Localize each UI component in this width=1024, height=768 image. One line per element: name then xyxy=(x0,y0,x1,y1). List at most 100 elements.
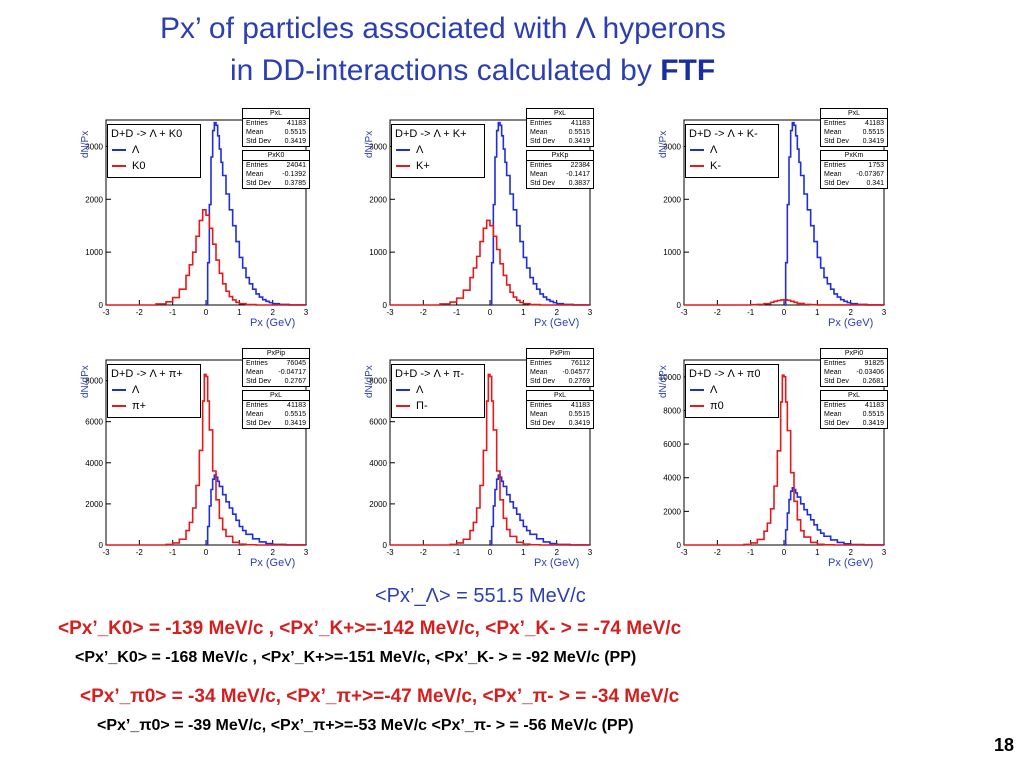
stats-value: 41183 xyxy=(287,120,306,127)
y-tick-label: 0 xyxy=(383,301,388,310)
stats-box-PxPim: PxPim Entries 76112 Mean -0.04577 Std Dev 0.27… xyxy=(526,348,594,387)
stats-value: -0.04577 xyxy=(562,369,590,376)
histogram-panel-PxL_Km: 0 1000 2000 3000 -3 -2 -1 0 1 2 3 dN/Px Px (GeV) D+D … xyxy=(656,108,892,330)
y-tick-label: 0 xyxy=(677,301,682,310)
stats-box-PxPip: PxPip Entries 76045 Mean -0.04717 Std Dev 0.27… xyxy=(242,348,310,387)
stats-value: -0.1417 xyxy=(566,171,590,178)
legend-label: K0 xyxy=(132,160,146,172)
stats-box-PxK0: PxK0 Entries 24041 Mean -0.1392 Std Dev 0.3785 xyxy=(242,150,310,189)
histogram-panel-PxL_K0: 0 1000 2000 3000 -3 -2 -1 0 1 2 3 dN/Px Px (GeV) D+D … xyxy=(78,108,314,330)
y-tick-label: 10000 xyxy=(659,373,682,382)
legend-swatch xyxy=(396,149,410,152)
stats-row: Mean 0.5515 xyxy=(821,128,887,137)
slide-title: Px’ of particles associated with Λ hyper… xyxy=(0,0,1024,95)
stats-name: PxPim xyxy=(527,349,593,359)
legend-label: π+ xyxy=(132,400,147,412)
kaon-means-pp: <Px’_K0> = -168 MeV/c , <Px’_K+>=-151 Me… xyxy=(75,649,637,666)
stats-key: Std Dev xyxy=(530,180,555,187)
stats-box-PxL: PxL Entries 41183 Mean 0.5515 Std Dev 0.3419 xyxy=(526,390,594,429)
legend: D+D -> Λ + π- Λ Π- xyxy=(391,364,485,418)
y-tick-label: 0 xyxy=(99,541,104,550)
stats-row: Std Dev 0.3419 xyxy=(821,419,887,428)
title-line-2-text: in DD-interactions calculated by xyxy=(230,54,661,87)
stats-row: Entries 41183 xyxy=(821,401,887,410)
y-tick-label: 8000 xyxy=(369,377,387,386)
y-tick-label: 8000 xyxy=(85,377,103,386)
y-axis-label: dN/Px xyxy=(80,130,91,158)
legend-swatch xyxy=(396,165,410,168)
x-tick-label: 1 xyxy=(237,308,242,317)
stats-value: 0.5515 xyxy=(568,129,590,136)
stats-row: Entries 1753 xyxy=(821,161,887,170)
x-tick-label: 2 xyxy=(848,548,853,557)
legend-swatch xyxy=(112,389,126,392)
legend-entry: K- xyxy=(690,160,721,172)
x-tick-label: 1 xyxy=(815,308,820,317)
series-line-lambda xyxy=(206,474,307,546)
stats-key: Mean xyxy=(824,411,842,418)
page-number: 18 xyxy=(993,735,1014,755)
stats-row: Std Dev 0.3785 xyxy=(243,179,309,188)
legend-title: D+D -> Λ + π+ xyxy=(111,368,183,380)
x-tick-label: 0 xyxy=(782,308,787,317)
stats-key: Std Dev xyxy=(246,378,271,385)
title-line-2: in DD-interactions calculated by FTF xyxy=(230,54,715,88)
x-tick-label: -1 xyxy=(169,308,177,317)
legend-entry: Π- xyxy=(396,400,428,412)
stats-key: Mean xyxy=(530,411,548,418)
stats-key: Entries xyxy=(246,162,268,169)
stats-key: Mean xyxy=(246,129,264,136)
legend-label: Λ xyxy=(710,144,718,156)
stats-value: 0.3419 xyxy=(284,420,306,427)
stats-value: 0.2681 xyxy=(862,378,884,385)
stats-value: -0.03406 xyxy=(856,369,884,376)
y-tick-label: 3000 xyxy=(369,142,387,151)
stats-key: Mean xyxy=(824,129,842,136)
stats-key: Std Dev xyxy=(824,138,849,145)
stats-box-PxL: PxL Entries 41183 Mean 0.5515 Std Dev 0.3419 xyxy=(820,108,888,147)
series-line-lambda xyxy=(490,474,591,546)
x-axis-label: Px (GeV) xyxy=(828,557,874,569)
stats-row: Mean -0.03406 xyxy=(821,368,887,377)
x-tick-label: -3 xyxy=(680,308,688,317)
stats-key: Entries xyxy=(530,402,552,409)
stats-key: Entries xyxy=(530,120,552,127)
series-line-partner xyxy=(106,209,306,306)
legend-entry: Λ xyxy=(396,144,423,156)
y-tick-label: 8000 xyxy=(663,406,681,415)
legend-entry: K0 xyxy=(112,160,145,172)
stats-value: 0.3419 xyxy=(862,420,884,427)
stats-value: 41183 xyxy=(865,120,884,127)
y-tick-label: 1000 xyxy=(85,248,103,257)
x-axis-label: Px (GeV) xyxy=(828,317,874,329)
y-tick-label: 2000 xyxy=(369,195,387,204)
stats-box-PxL: PxL Entries 41183 Mean 0.5515 Std Dev 0.3419 xyxy=(242,108,310,147)
legend-swatch xyxy=(690,389,704,392)
stats-box-PxL: PxL Entries 41183 Mean 0.5515 Std Dev 0.3419 xyxy=(242,390,310,429)
stats-value: 0.341 xyxy=(866,180,884,187)
stats-row: Std Dev 0.3837 xyxy=(527,179,593,188)
stats-value: 24041 xyxy=(286,162,306,169)
stats-row: Std Dev 0.341 xyxy=(821,179,887,188)
legend-entry: K+ xyxy=(396,160,430,172)
legend-title: D+D -> Λ + K0 xyxy=(111,128,183,140)
y-tick-label: 4000 xyxy=(663,474,681,483)
stats-value: 0.3837 xyxy=(568,180,590,187)
x-tick-label: 1 xyxy=(521,308,526,317)
stats-value: 41183 xyxy=(571,120,590,127)
x-tick-label: -2 xyxy=(420,308,428,317)
stats-name: PxL xyxy=(527,391,593,401)
legend-entry: Λ xyxy=(690,144,717,156)
legend-label: K+ xyxy=(416,160,430,172)
x-tick-label: 0 xyxy=(782,548,787,557)
x-tick-label: 0 xyxy=(204,548,209,557)
stats-key: Entries xyxy=(824,402,846,409)
histogram-panel-PxPip: 0 2000 4000 6000 8000 -3 -2 -1 0 1 2 3 dN/dPx Px (GeV… xyxy=(78,348,314,570)
pion-means-ftf: <Px’_π0> = -34 MeV/c, <Px’_π+>=-47 MeV/c… xyxy=(80,686,680,707)
histogram-panel-PxL_Kp: 0 1000 2000 3000 -3 -2 -1 0 1 2 3 dN/Px Px (GeV) D+D … xyxy=(362,108,598,330)
stats-row: Std Dev 0.3419 xyxy=(821,137,887,146)
stats-value: 0.5515 xyxy=(284,129,306,136)
stats-key: Std Dev xyxy=(824,378,849,385)
stats-row: Entries 24041 xyxy=(243,161,309,170)
stats-value: 41183 xyxy=(571,402,590,409)
